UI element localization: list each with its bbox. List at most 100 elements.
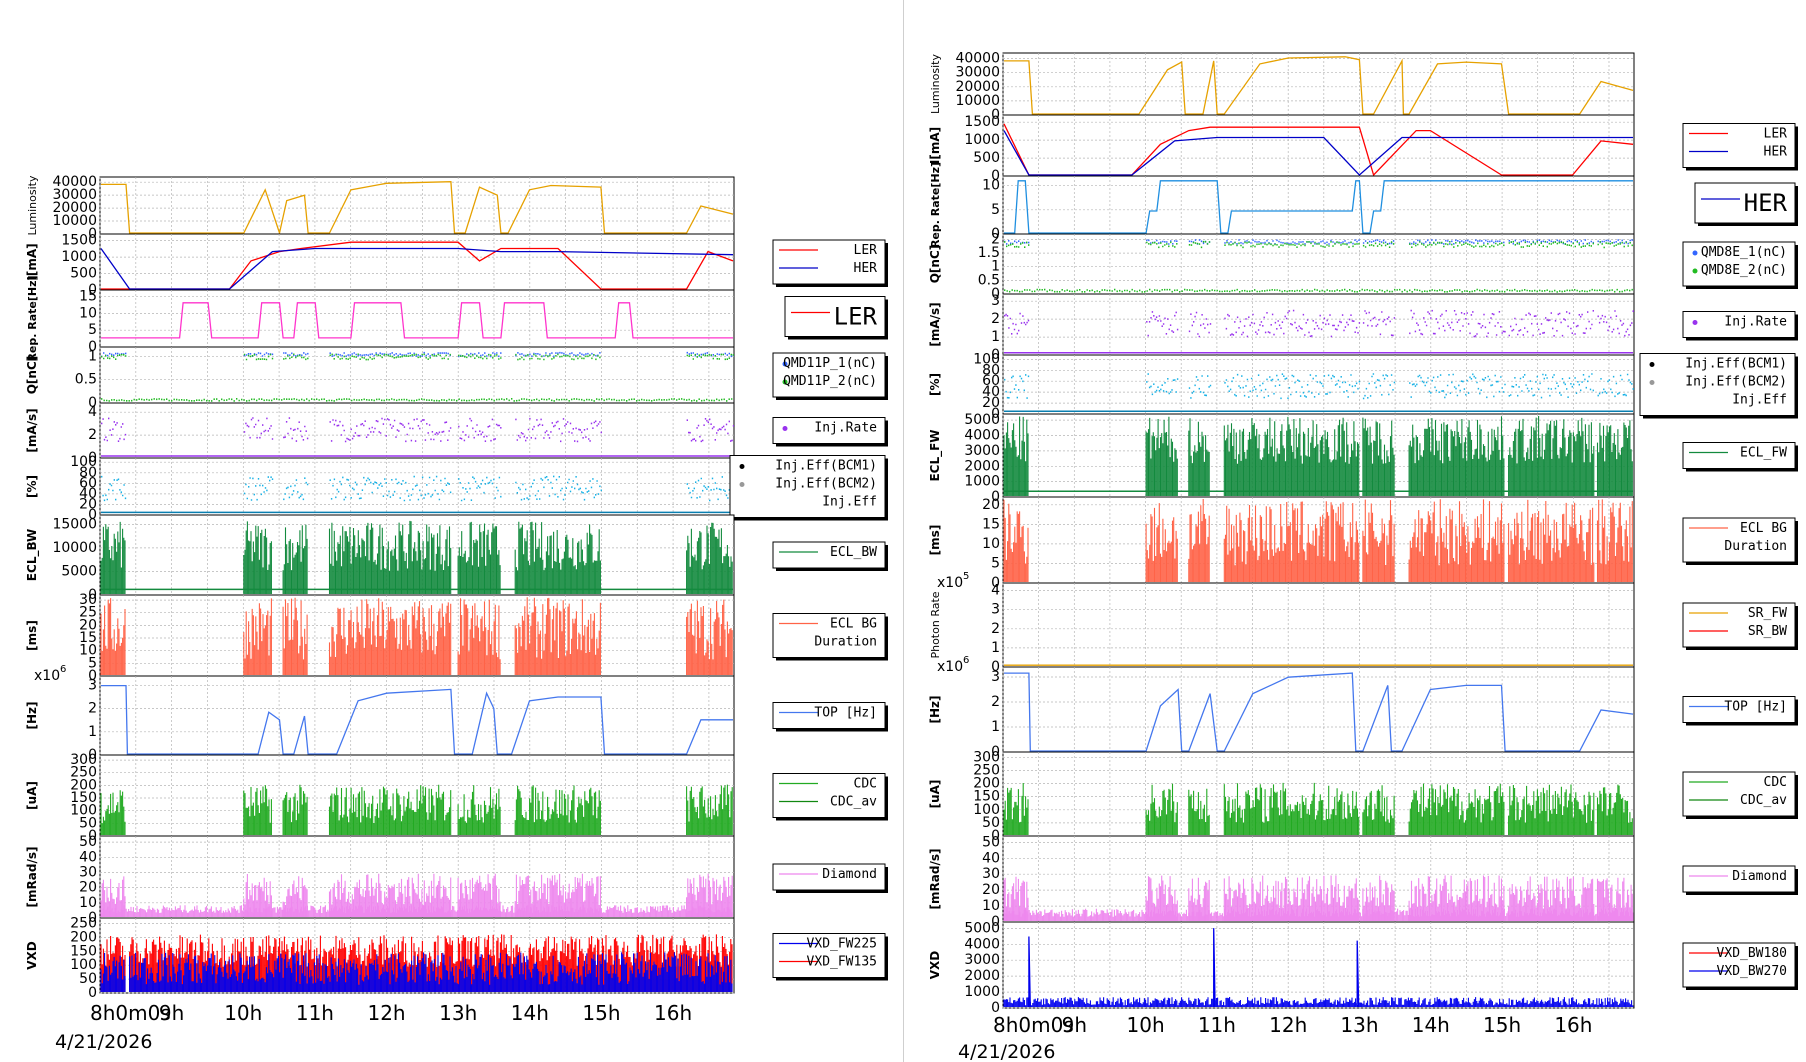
legend-label: ECL_BW [830,545,877,560]
y-multiplier: x10 [937,575,963,591]
time-tick-label: 8h0m0s [993,1013,1074,1037]
series-cdc-fill [1003,783,1029,835]
legend-box [1682,517,1796,563]
series-eclbg-fill [1145,503,1178,582]
time-tick-label: 16h [654,1001,692,1025]
series-injeff-points [101,475,127,502]
signal-area [1004,672,1634,752]
legend-marker [1692,250,1698,256]
y-axis-label: Q[nC] [928,245,942,284]
y-tick-label: 0 [991,347,1000,363]
y-tick-label: 1 [991,329,1000,345]
legend: Diamond [1682,865,1798,895]
series-diamond-fill [282,876,308,917]
y-tick-label: 0 [88,828,97,844]
legend-label: Inj.Eff(BCM1) [1685,357,1787,372]
y-tick-label: 60 [982,373,1000,389]
series-vxd-spike [1356,940,1360,1008]
series-ecl-fill [1596,420,1633,496]
legend-label: HER [1764,145,1788,160]
signal-area [1003,875,1634,921]
legend-label: Duration [1724,539,1787,554]
y-axis-label: Rep. Rate[Hz] [26,275,39,361]
y-multiplier: x10 [34,668,60,684]
y-tick-label: 30000 [955,65,1000,81]
strip-frame [1002,293,1635,356]
legend: ECL BG Duration [772,613,888,661]
strip-frame [1002,52,1635,116]
series-diamond-base [100,905,733,917]
y-tick-label: 0 [991,226,1000,242]
series-eclbg-fill [100,598,126,675]
series-eclbg-fill [1596,499,1633,582]
time-tick-label: 13h [1340,1013,1378,1037]
grid-lines [1002,176,1634,235]
legend: TOP [Hz] [772,702,888,732]
y-tick-label: 300 [973,749,1000,765]
series-cdc-fill [686,784,733,835]
legend-label: CDC_av [1740,793,1787,808]
y-tick-label: 5 [991,202,1000,218]
series-ecl-fill [1145,416,1178,496]
signal-area [101,302,733,339]
y-axis-label: [mA/s] [928,302,942,346]
series-eclbg-fill [457,598,501,675]
series-injeff-points [515,475,602,501]
legend-label: QMD11P_2(nC) [783,374,877,389]
y-tick-label: 50 [79,834,97,850]
signal-trace [101,302,733,339]
signal-area [100,520,733,594]
series-q1b-points [515,353,601,361]
grid-lines [99,836,734,919]
y-axis-label: Luminosity [26,175,39,235]
legend: LER HER [772,239,888,287]
series-ecl-fill [1408,416,1505,496]
y-tick-label: 20 [982,882,1000,898]
legend: CDC CDC_av [1682,771,1798,819]
y-tick-label: 1000 [964,132,1000,148]
panel-divider [903,0,904,1062]
legend-label: Inj.Eff [1732,393,1787,408]
legend: VXD_FW225 VXD_FW135 [772,933,888,981]
y-tick-label: 50 [982,834,1000,850]
legend-label: ECL BG [830,617,877,632]
legend-box [772,933,886,978]
legend-marker [739,464,745,469]
series-cdc-fill [1362,785,1395,835]
y-tick-label: 40 [79,486,97,502]
y-tick-label: 0 [991,744,1000,760]
legend-label: Inj.Eff [822,495,877,510]
y-tick-label: 1 [88,348,97,364]
legend-label: HER [1744,189,1788,217]
series-ler-line [101,241,734,290]
y-tick-label: 4 [88,404,97,420]
y-tick-label: 1000 [964,984,1000,1000]
grid-lines [1002,752,1634,837]
y-tick-label: 5 [88,655,97,671]
signal-area [1004,373,1634,413]
y-tick-label: 30 [982,866,1000,882]
y-tick-label: 0 [88,339,97,355]
signal-area [1003,782,1633,835]
y-tick-label: 0 [88,985,97,1001]
y-tick-label: 0 [88,668,97,684]
y-tick-label: 20 [982,497,1000,513]
y-axis-label: ECL_BW [25,529,40,581]
y-tick-label: 15000 [52,516,97,532]
series-cdc-fill [1508,784,1595,835]
series-cdc-fill [1188,788,1210,835]
series-injeff-points [243,476,274,501]
series-injeff-points [1004,374,1030,399]
series-eclbg-fill [1362,499,1395,582]
strip-panel: 400003000020000100000Luminosity150010005… [928,51,1798,1062]
y-tick-label: 1500 [964,114,1000,130]
legend-box [1682,602,1796,648]
legend: TOP [Hz] [1682,696,1798,726]
legend: LER [784,296,888,340]
y-tick-label: 80 [79,465,97,481]
series-injrate-points [686,418,734,443]
legend-label: VXD_FW225 [807,937,877,952]
strip-frame [1002,175,1635,235]
